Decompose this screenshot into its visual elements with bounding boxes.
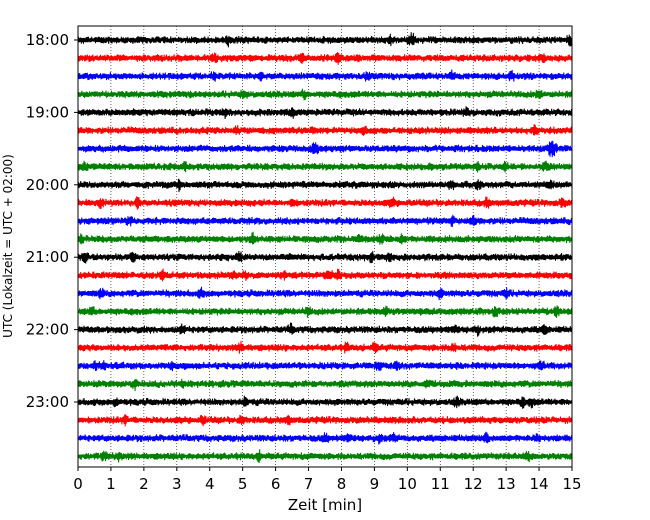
trace-line [77, 106, 573, 120]
x-tick-label: 15 [562, 475, 581, 493]
y-axis: 18:00 19:00 20:00 21:00 22:00 23:00 [26, 31, 78, 411]
trace-line [77, 268, 573, 282]
y-tick-label: 23:00 [26, 393, 69, 411]
trace-line [77, 340, 573, 354]
x-tick-label: 2 [139, 475, 149, 493]
trace-line [77, 414, 573, 427]
trace-line [77, 305, 573, 318]
trace-group [77, 32, 573, 464]
y-tick-label: 18:00 [26, 31, 69, 49]
x-tick-label: 1 [106, 475, 116, 493]
x-axis: 0 1 2 3 4 5 6 7 8 9 10 11 12 13 14 15 [73, 467, 582, 493]
y-tick-label: 22:00 [26, 321, 69, 339]
trace-line [77, 250, 573, 264]
x-axis-label: Zeit [min] [288, 496, 362, 514]
y-tick-label: 19:00 [26, 103, 69, 121]
trace-line [77, 124, 573, 136]
x-tick-label: 4 [205, 475, 215, 493]
trace-line [77, 449, 573, 464]
x-tick-label: 14 [530, 475, 549, 493]
x-tick-label: 10 [398, 475, 417, 493]
x-tick-label: 12 [464, 475, 483, 493]
trace-line [77, 178, 573, 193]
y-axis-label: UTC (Lokalzeit = UTC + 02:00) [1, 154, 15, 338]
trace-line [77, 231, 573, 245]
trace-line [77, 69, 573, 82]
trace-line [77, 196, 573, 210]
trace-line [77, 140, 573, 158]
x-tick-label: 13 [497, 475, 516, 493]
trace-line [77, 322, 573, 337]
trace-line [77, 360, 573, 372]
trace-line [77, 431, 573, 445]
y-tick-label: 20:00 [26, 176, 69, 194]
trace-line [77, 286, 573, 301]
x-tick-label: 8 [337, 475, 347, 493]
trace-line [77, 160, 573, 173]
plot-frame [77, 25, 573, 468]
x-tick-label: 6 [271, 475, 281, 493]
trace-line [77, 214, 573, 228]
trace-line [77, 32, 573, 48]
x-tick-label: 0 [73, 475, 83, 493]
trace-line [77, 52, 573, 65]
trace-line [77, 88, 573, 101]
x-tick-label: 11 [431, 475, 450, 493]
trace-line [77, 378, 573, 392]
y-tick-label: 21:00 [26, 248, 69, 266]
x-tick-label: 5 [238, 475, 248, 493]
x-tick-label: 3 [172, 475, 182, 493]
x-tick-label: 9 [370, 475, 380, 493]
trace-line [77, 395, 573, 409]
x-tick-label: 7 [304, 475, 314, 493]
